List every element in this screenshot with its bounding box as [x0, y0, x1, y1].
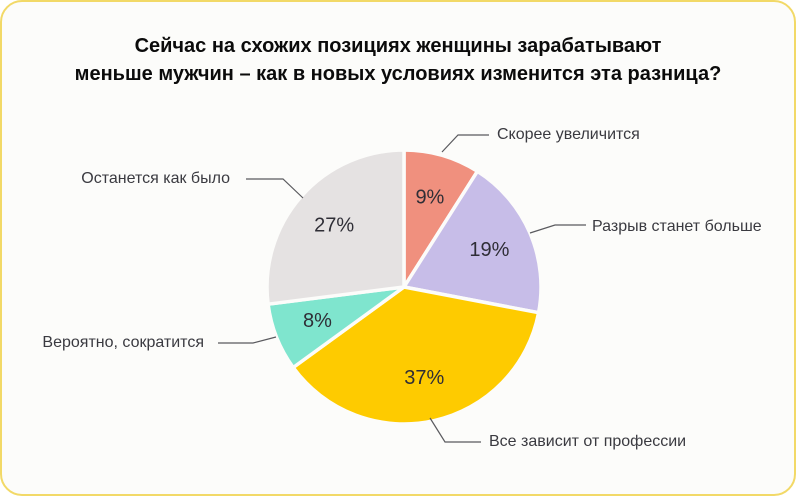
chart-title: Сейчас на схожих позициях женщины зараба…	[2, 32, 794, 88]
leader-line-vse-zavisit-ot-professii	[429, 417, 481, 443]
callout-label-ostanetsya-kak-bylo: Останется как было	[81, 170, 230, 187]
leader-line-veroyatno-sokratitsya	[218, 336, 277, 344]
leader-line-skoree-uvelichitsya	[441, 134, 489, 153]
slice-value-label-0: 9%	[415, 187, 444, 209]
callout-label-veroyatno-sokratitsya: Вероятно, сократится	[42, 334, 204, 351]
chart-title-line2: меньше мужчин – как в новых условиях изм…	[74, 63, 722, 85]
slice-value-labels: 9% 19% 37% 8% 27%	[303, 187, 510, 389]
slice-value-label-3: 8%	[303, 310, 332, 332]
pie-slices	[265, 148, 543, 426]
slice-value-label-4: 27%	[314, 215, 354, 237]
pie-slice-1	[402, 169, 543, 315]
slice-value-label-1: 19%	[469, 239, 509, 261]
leader-lines	[218, 134, 586, 443]
slice-value-label-2: 37%	[404, 367, 444, 389]
leader-line-ostanetsya-kak-bylo	[246, 178, 304, 199]
callout-label-skoree-uvelichitsya: Скорее увеличится	[497, 126, 640, 143]
pie-slice-2	[291, 285, 541, 426]
leader-line-razryv-stanet-bolshe	[529, 224, 586, 234]
callout-label-vse-zavisit-ot-professii: Все зависит от профессии	[489, 433, 687, 450]
callout-label-razryv-stanet-bolshe: Разрыв станет больше	[592, 218, 762, 235]
chart-title-line1: Сейчас на схожих позициях женщины зараба…	[134, 35, 662, 57]
